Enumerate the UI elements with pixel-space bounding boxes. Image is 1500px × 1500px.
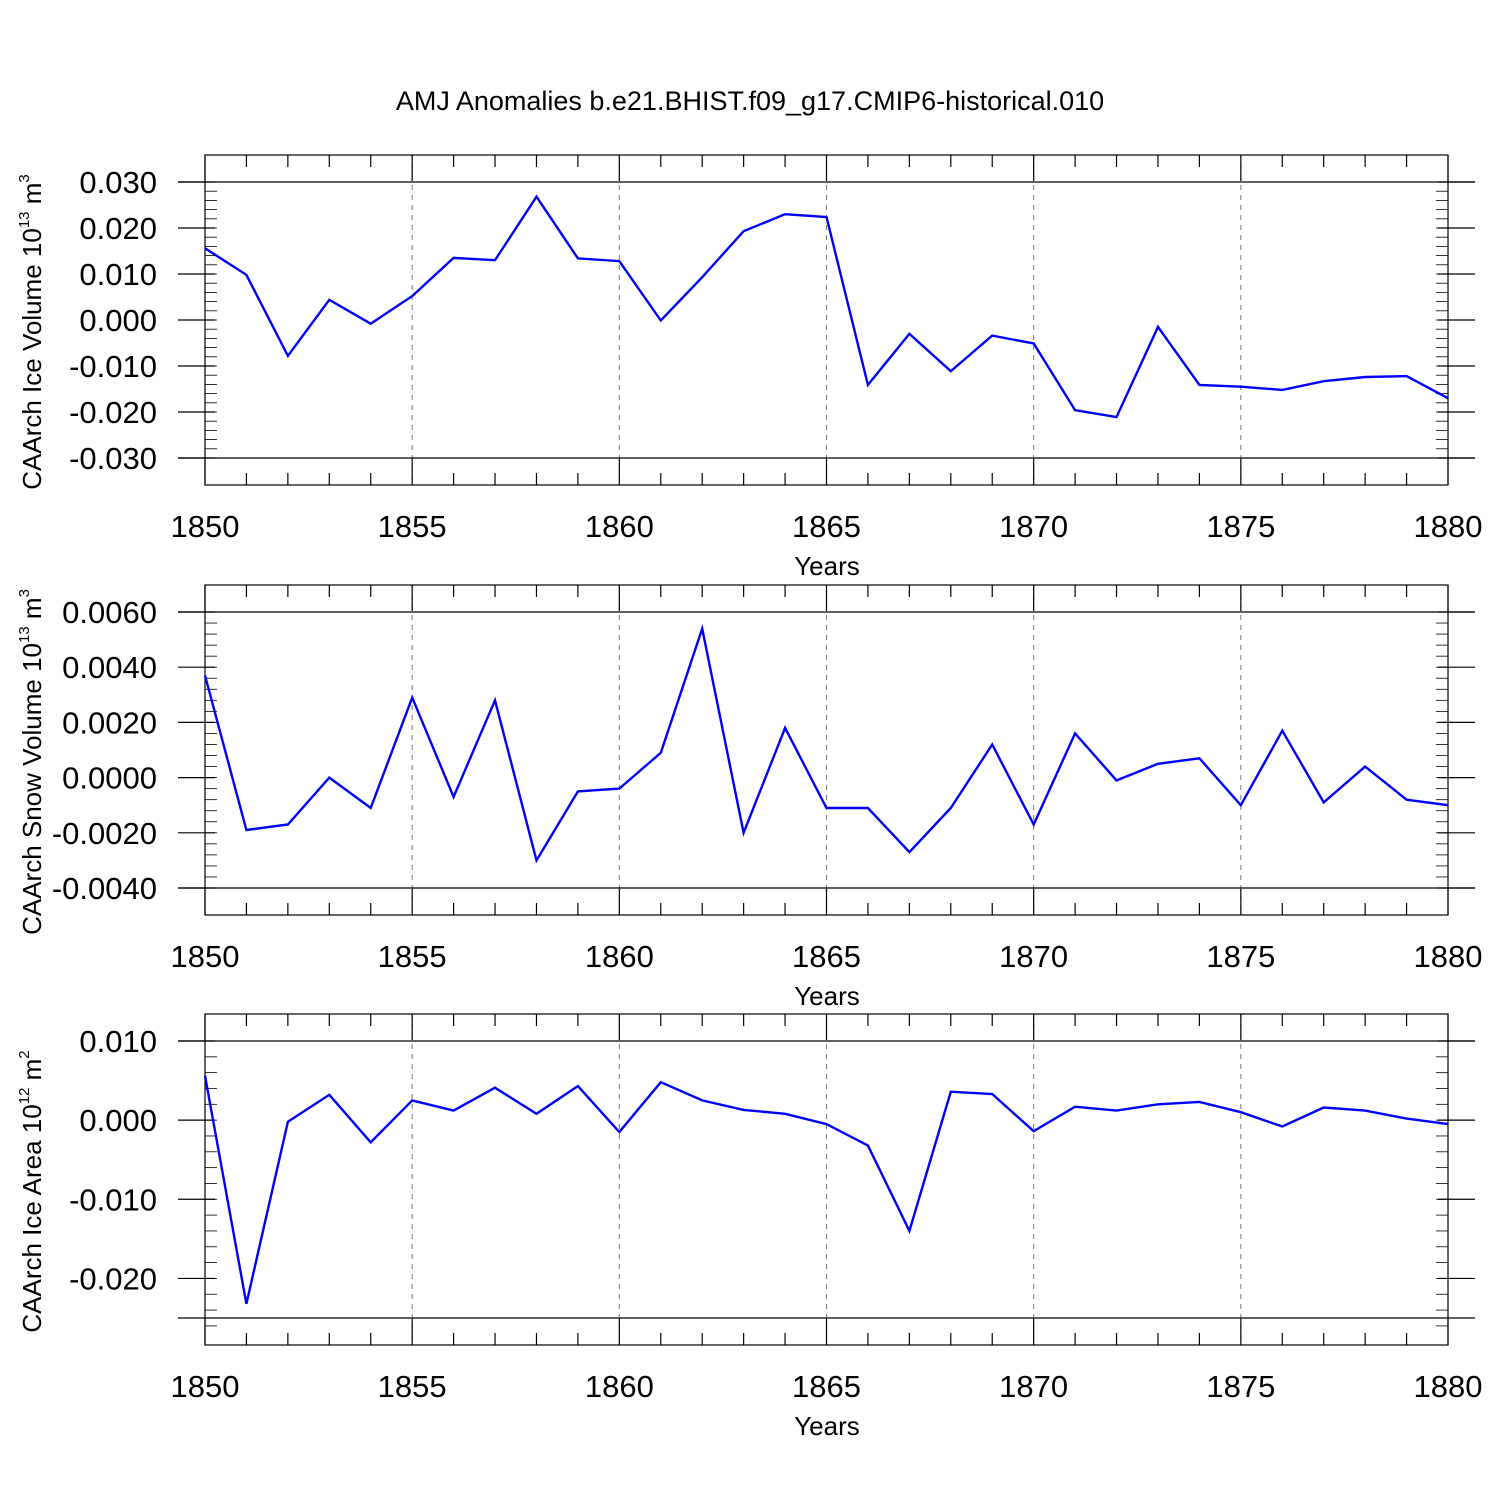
- snow-volume-y-tick-label: 0.0060: [62, 595, 157, 630]
- snow-volume-x-axis-label: Years: [794, 981, 860, 1011]
- snow-volume-y-tick-label: -0.0020: [52, 816, 157, 851]
- ice-volume-y-tick-label: 0.030: [79, 165, 157, 200]
- ice-area-y-axis-label: CAArch Ice Area 1012 m2: [16, 1050, 47, 1332]
- ice-area-x-tick-label: 1870: [999, 1369, 1068, 1404]
- figure-title: AMJ Anomalies b.e21.BHIST.f09_g17.CMIP6-…: [396, 86, 1104, 116]
- ice-volume-series-line: [204, 194, 1449, 419]
- ice-volume-y-tick-label: 0.010: [79, 257, 157, 292]
- ice-volume-y-tick-label: -0.020: [69, 395, 157, 430]
- ice-volume-x-tick-label: 1870: [999, 509, 1068, 544]
- snow-volume-x-tick-label: 1870: [999, 939, 1068, 974]
- ice-volume-x-tick-label: 1880: [1414, 509, 1483, 544]
- ice-area-x-tick-label: 1855: [378, 1369, 447, 1404]
- snow-volume-y-tick-label: 0.0000: [62, 761, 157, 796]
- ice-volume-x-tick-label: 1865: [792, 509, 861, 544]
- ice-volume-x-tick-label: 1855: [378, 509, 447, 544]
- ice-area-y-tick-label: 0.010: [79, 1024, 157, 1059]
- ice-area-series-line: [203, 1075, 1449, 1305]
- snow-volume-x-tick-label: 1855: [378, 939, 447, 974]
- snow-volume-y-tick-label: 0.0040: [62, 650, 157, 685]
- ice-area-x-tick-label: 1875: [1206, 1369, 1275, 1404]
- ice-area-x-tick-label: 1860: [585, 1369, 654, 1404]
- snow-volume-x-tick-label: 1850: [171, 939, 240, 974]
- ice-area-x-tick-label: 1865: [792, 1369, 861, 1404]
- ice-volume-x-tick-label: 1875: [1206, 509, 1275, 544]
- ice-volume-y-tick-label: 0.020: [79, 211, 157, 246]
- snow-volume-y-tick-label: 0.0020: [62, 705, 157, 740]
- ice-area-x-axis-label: Years: [794, 1411, 860, 1441]
- ice-area-y-tick-label: -0.010: [69, 1182, 157, 1217]
- panel-ice-area: 1850 1855 1860 1865 1870 1875 1880 0.010 0.000 -0…: [16, 1013, 1483, 1441]
- snow-volume-x-tick-label: 1865: [792, 939, 861, 974]
- snow-volume-x-tick-label: 1875: [1206, 939, 1275, 974]
- ice-volume-y-tick-label: 0.000: [79, 303, 157, 338]
- ice-area-y-tick-label: 0.000: [79, 1103, 157, 1138]
- snow-volume-y-tick-label: -0.0040: [52, 871, 157, 906]
- ice-volume-y-tick-label: -0.030: [69, 441, 157, 476]
- ice-volume-y-axis-label: CAArch Ice Volume 1013 m3: [16, 174, 47, 490]
- ice-volume-x-tick-label: 1860: [585, 509, 654, 544]
- panel-ice-volume: 1850 1855 1860 1865 1870 1875 1880 0.030 0.020 0.…: [16, 154, 1483, 581]
- ice-area-x-tick-label: 1850: [171, 1369, 240, 1404]
- snow-volume-x-tick-label: 1860: [585, 939, 654, 974]
- panel-snow-volume: 1850 1855 1860 1865 1870 1875 1880 0.0060 0.0040…: [16, 584, 1483, 1011]
- snow-volume-x-tick-label: 1880: [1414, 939, 1483, 974]
- snow-volume-y-axis-label: CAArch Snow Volume 1013 m3: [16, 589, 47, 935]
- ice-volume-y-tick-label: -0.010: [69, 349, 157, 384]
- ice-volume-x-tick-label: 1850: [171, 509, 240, 544]
- snow-volume-series-line: [203, 623, 1449, 864]
- ice-volume-x-axis-label: Years: [794, 551, 860, 581]
- ice-area-y-tick-label: -0.020: [69, 1261, 157, 1296]
- ice-area-x-tick-label: 1880: [1414, 1369, 1483, 1404]
